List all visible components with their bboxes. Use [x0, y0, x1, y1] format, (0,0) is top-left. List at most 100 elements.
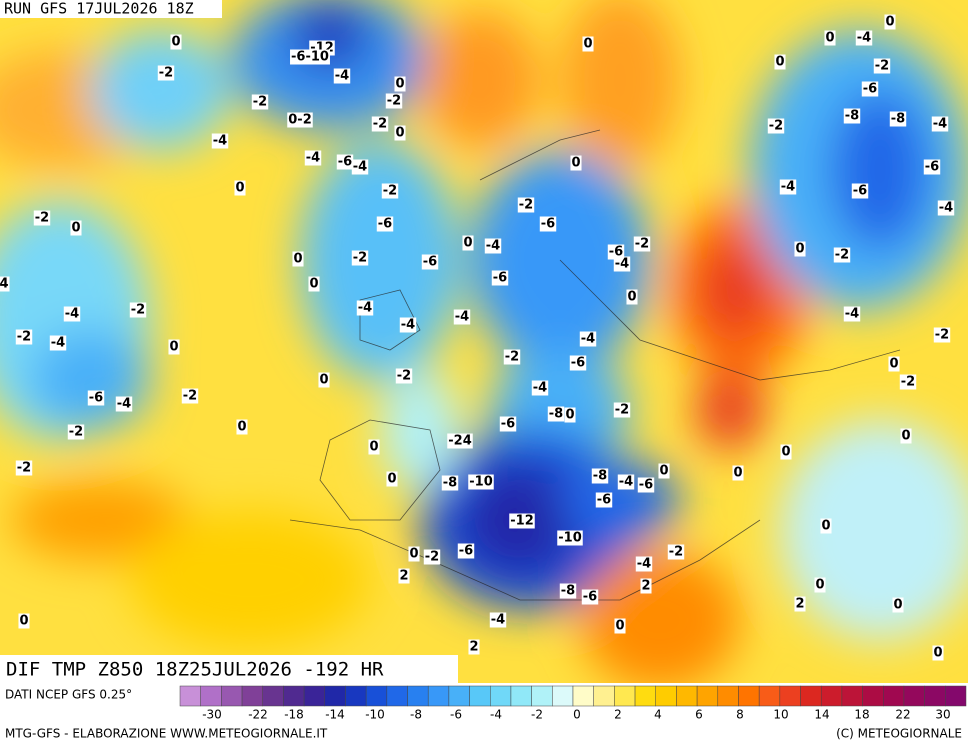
contour-label: 0-2	[288, 113, 312, 128]
colorbar-swatch	[841, 685, 863, 707]
contour-label: -8	[593, 469, 607, 484]
colorbar-swatch	[448, 685, 470, 707]
contour-label-bg	[67, 424, 85, 440]
contour-label-bg	[888, 356, 900, 372]
contour-label: -2	[875, 59, 889, 74]
contour-label: -2	[635, 237, 649, 252]
contour-label: 0	[395, 77, 404, 92]
colorbar-swatch	[634, 685, 656, 707]
contour-label-bg	[814, 577, 826, 593]
contour-label-bg	[453, 309, 471, 325]
colorbar-swatch	[883, 685, 905, 707]
source: DATI NCEP GFS 0.25°	[5, 688, 132, 702]
colorbar-swatch	[490, 685, 512, 707]
contour-label-bg	[115, 396, 133, 412]
contour-label-bg	[732, 465, 744, 481]
contour-label: 0	[889, 357, 898, 372]
contour-label-bg	[613, 402, 631, 418]
contour-label: -4	[213, 134, 227, 149]
contour-label: 0	[583, 37, 592, 52]
footer-left: MTG-GFS - ELABORAZIONE WWW.METEOGIORNALE…	[5, 727, 328, 741]
contour-label: -4	[857, 31, 871, 46]
contour-label: 2	[399, 569, 408, 584]
contour-label-bg	[336, 154, 354, 170]
contour-label: -2	[253, 95, 267, 110]
contour-label: -4	[619, 475, 633, 490]
contour-label: 0	[395, 126, 404, 141]
contour-label: -4	[845, 307, 859, 322]
contour-label: 0	[369, 440, 378, 455]
colorbar-swatch	[593, 685, 615, 707]
colorbar-swatch	[552, 685, 574, 707]
contour-label: 0	[885, 15, 894, 30]
contour-label-bg	[667, 544, 685, 560]
contour-label: -4	[353, 160, 367, 175]
colorbar-swatch	[738, 685, 760, 707]
contour-label-bg	[923, 159, 941, 175]
contour-label-bg	[591, 468, 609, 484]
contour-label: -4	[637, 557, 651, 572]
contour-label-bg	[531, 380, 549, 396]
contour-label: -2	[387, 94, 401, 109]
contour-label-bg	[351, 250, 369, 266]
contour-label: 0	[795, 242, 804, 257]
contour-label: 0	[825, 31, 834, 46]
contour-label-bg	[539, 216, 557, 232]
contour-label-bg	[564, 407, 576, 423]
colorbar-swatch	[262, 685, 284, 707]
contour-label: -2	[159, 66, 173, 81]
colorbar-label: -6	[450, 708, 462, 722]
contour-label-bg	[234, 180, 246, 196]
contour-label: 0	[463, 236, 472, 251]
contour-label: -2	[425, 550, 439, 565]
colorbar-label: 0	[573, 708, 581, 722]
contour-label-bg	[484, 238, 502, 254]
contour-label: 0	[659, 464, 668, 479]
contour-label: -6	[541, 217, 555, 232]
contour-label-bg	[386, 471, 398, 487]
contour-label-bg	[613, 256, 631, 272]
colorbar-label: -4	[490, 708, 502, 722]
contour-label: -6	[863, 82, 877, 97]
contour-label: -4	[335, 69, 349, 84]
colorbar-swatch	[758, 685, 781, 707]
colorbar-swatch	[676, 685, 698, 707]
contour-label-bg	[489, 612, 507, 628]
contour-label-bg	[899, 374, 917, 390]
contour-label-bg	[633, 236, 651, 252]
colorbar-label: 22	[895, 708, 910, 722]
contour-label: 0	[733, 466, 742, 481]
contour-label: -4	[65, 307, 79, 322]
contour-label-bg	[569, 355, 587, 371]
contour-label: -6	[501, 417, 515, 432]
contour-label: -2	[131, 303, 145, 318]
contour-label: 0	[235, 181, 244, 196]
contour-label: -2	[505, 350, 519, 365]
colorbar-swatch	[531, 685, 553, 707]
contour-label-bg	[931, 116, 949, 132]
contour-label-bg	[381, 183, 399, 199]
contour-label: 0	[933, 646, 942, 661]
colorbar-swatch	[800, 685, 822, 707]
contour-label: 0	[627, 290, 636, 305]
contour-label: 0	[171, 35, 180, 50]
contour-label-bg	[595, 492, 613, 508]
contour-label-bg	[398, 568, 410, 584]
colorbar-label: 18	[854, 708, 869, 722]
contour-label: -4	[533, 381, 547, 396]
colorbar-label: -14	[325, 708, 345, 722]
contour-label: -6	[609, 245, 623, 260]
contour-label: -4	[486, 239, 500, 254]
field	[0, 0, 968, 683]
contour-label: -2	[183, 389, 197, 404]
contour-label-bg	[892, 597, 904, 613]
contour-label-bg	[308, 276, 320, 292]
contour-label-bg	[820, 518, 832, 534]
contour-label: -12	[510, 514, 534, 529]
contour-label: -6	[338, 155, 352, 170]
colorbar-swatch	[862, 685, 884, 707]
contour-label-bg	[509, 513, 535, 529]
contour-label-bg	[889, 111, 907, 127]
contour-label: -6	[639, 478, 653, 493]
contour-label: 0	[409, 547, 418, 562]
